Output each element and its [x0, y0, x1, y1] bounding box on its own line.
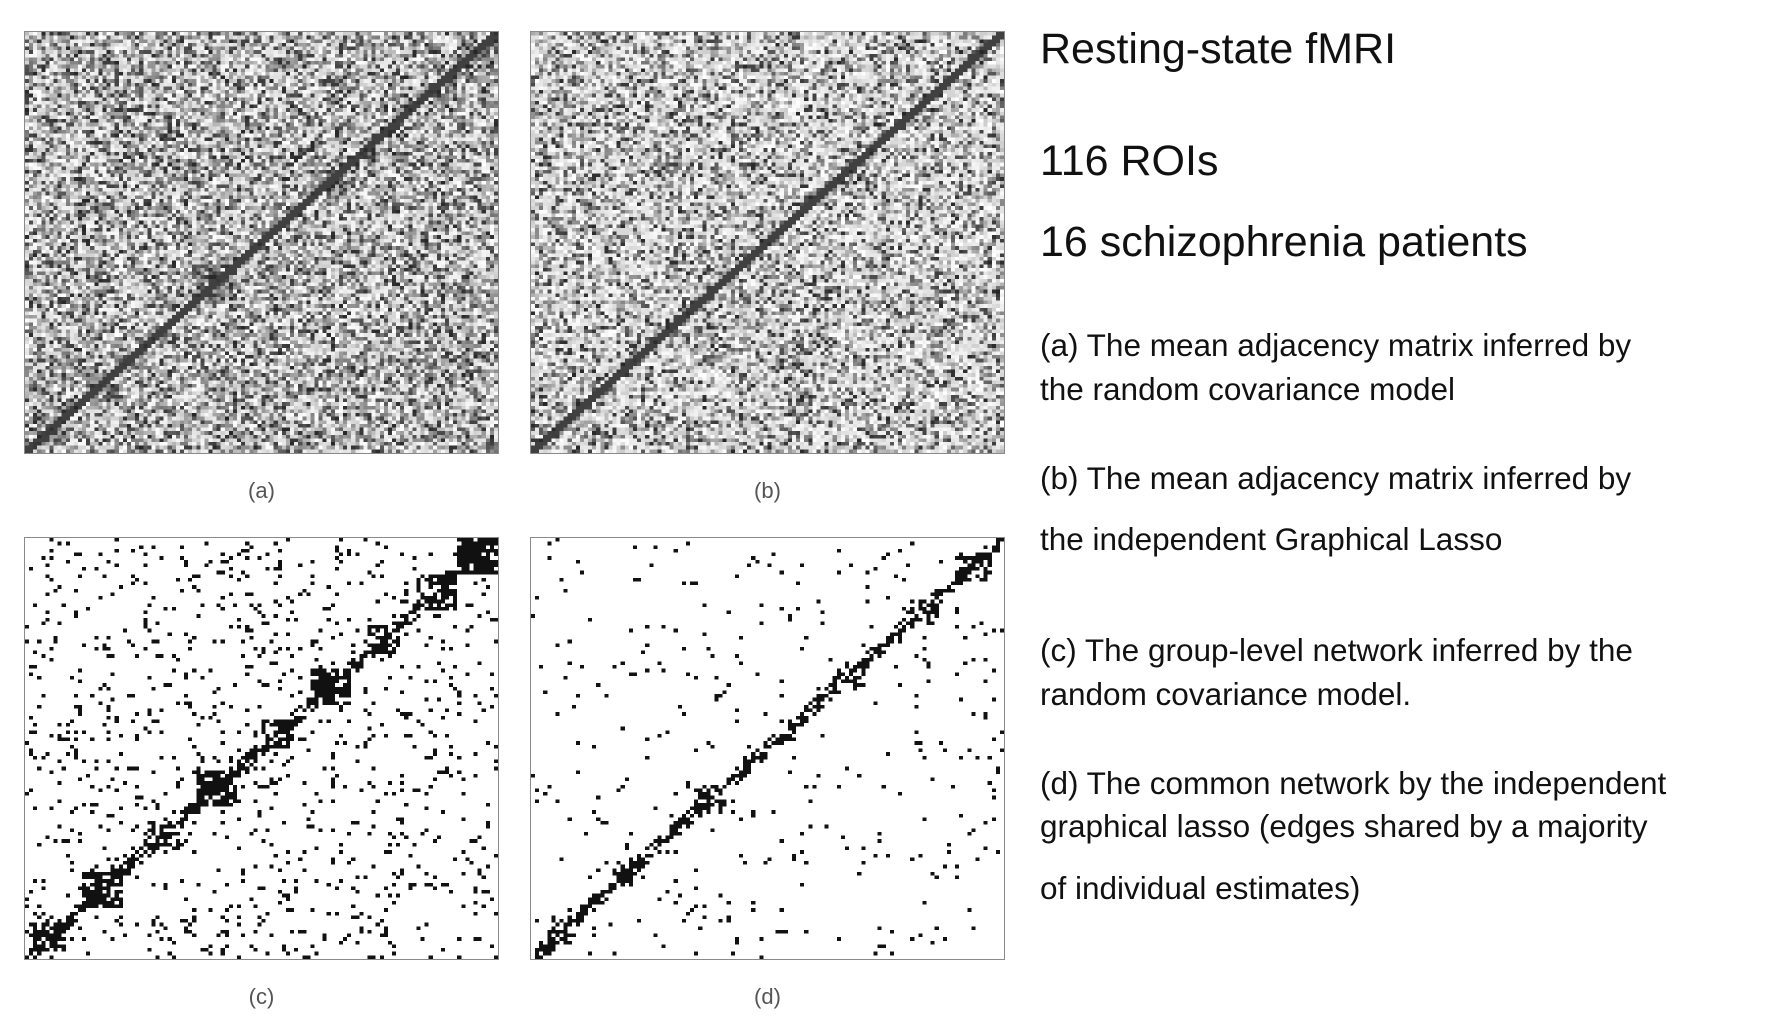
headline-data-type: Resting-state fMRI — [1040, 25, 1397, 73]
matrix-cells — [25, 538, 498, 959]
adjacency-matrix-a — [24, 31, 499, 454]
matrix-cells — [41, 50, 474, 446]
caption-a-line-2: the random covariance model — [1040, 371, 1455, 407]
matrix-cells — [25, 32, 498, 432]
matrix-cells — [531, 39, 1004, 453]
caption-d-line-1: (d) The common network by the independen… — [1040, 765, 1667, 801]
matrix-panel-a: (a) — [24, 31, 499, 503]
caption-b-line-2: the independent Graphical Lasso — [1040, 521, 1503, 557]
caption-c-line-2: random covariance model. — [1040, 676, 1412, 712]
matrix-cells — [25, 32, 498, 450]
caption-d-line-3: of individual estimates) — [1040, 870, 1361, 906]
adjacency-matrix-b — [530, 31, 1005, 454]
matrix-cells — [531, 538, 1004, 959]
matrix-cells — [25, 35, 494, 453]
matrix-cells — [73, 35, 470, 450]
matrix-cells — [539, 46, 1000, 453]
panel-label-b: (b) — [754, 478, 781, 503]
matrix-cells — [588, 64, 1004, 453]
matrix-cells — [535, 39, 960, 453]
headline-patient-count: 16 schizophrenia patients — [1040, 218, 1528, 266]
adjacency-matrix-c — [24, 537, 499, 960]
panel-label-d: (d) — [754, 984, 781, 1009]
caption-d-line-2: graphical lasso (edges shared by a major… — [1040, 808, 1648, 844]
caption-a-line-1: (a) The mean adjacency matrix inferred b… — [1040, 327, 1632, 363]
matrix-cells — [539, 50, 1004, 446]
matrix-panel-d: (d) — [530, 537, 1005, 1009]
matrix-panel-b: (b) — [530, 31, 1005, 503]
caption-b-line-1: (b) The mean adjacency matrix inferred b… — [1040, 460, 1632, 496]
adjacency-matrix-d — [530, 537, 1005, 960]
matrix-cells — [25, 35, 486, 443]
matrix-cells — [25, 35, 486, 450]
matrix-panel-c: (c) — [24, 537, 499, 1009]
caption-c-line-1: (c) The group-level network inferred by … — [1040, 632, 1633, 668]
panel-label-a: (a) — [248, 478, 275, 503]
matrix-cells — [531, 39, 992, 446]
headline-roi-count: 116 ROIs — [1040, 137, 1219, 185]
panel-label-c: (c) — [248, 984, 275, 1009]
matrix-cells — [25, 32, 498, 453]
